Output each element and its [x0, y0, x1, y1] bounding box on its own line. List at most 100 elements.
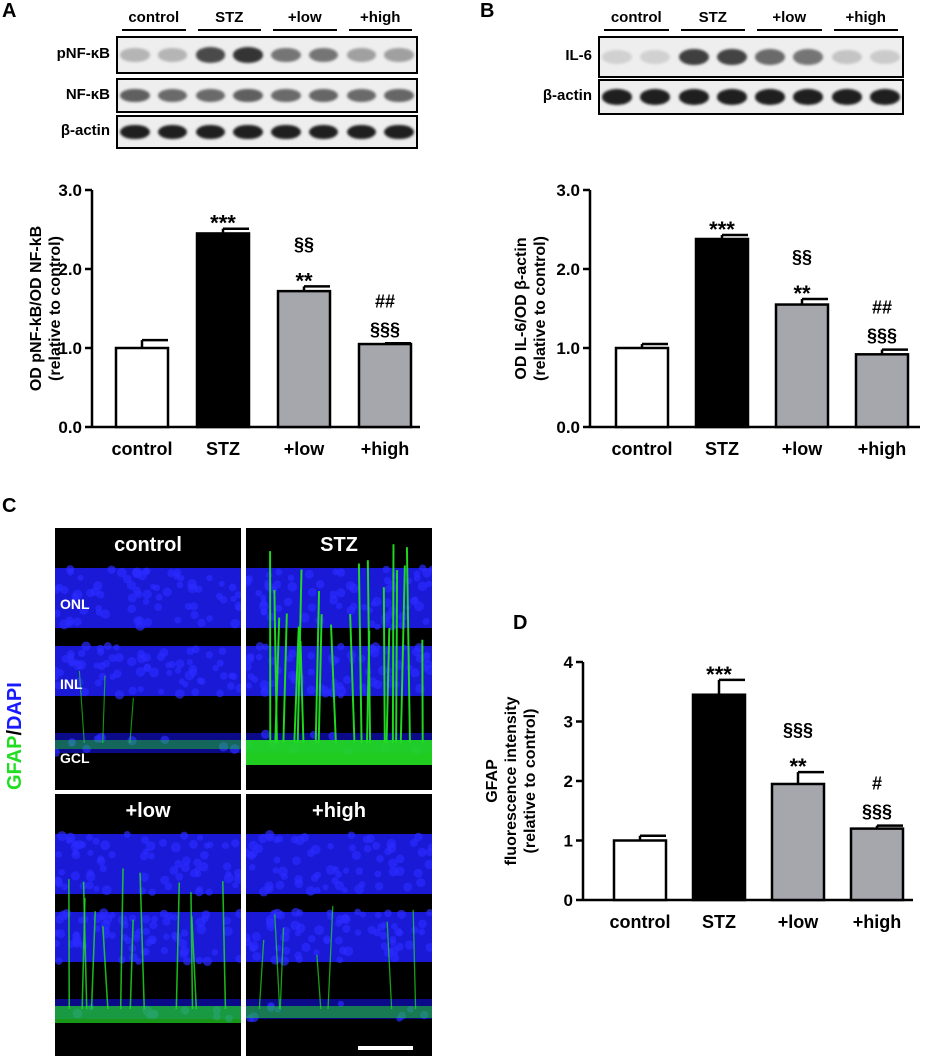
nucleus [55, 673, 59, 681]
nucleus [79, 841, 87, 849]
nucleus [187, 583, 198, 594]
nucleus [223, 873, 234, 884]
nucleus [249, 863, 256, 871]
nucleus [189, 839, 198, 849]
gfap-fiber [382, 587, 386, 744]
nucleus [227, 682, 235, 690]
nucleus [343, 675, 352, 684]
nucleus [180, 863, 190, 872]
nucleus [228, 672, 235, 680]
nucleus [135, 958, 142, 965]
nucleus [288, 649, 297, 658]
significance-marker: ** [789, 754, 807, 779]
nucleus [423, 659, 432, 669]
nucleus [80, 687, 89, 697]
blot-band [271, 88, 301, 103]
nucleus [354, 929, 362, 936]
nucleus [55, 929, 60, 937]
x-tick-label: +low [778, 912, 820, 932]
gfap-fiber [317, 614, 323, 744]
nucleus [136, 654, 147, 664]
nucleus [424, 859, 432, 870]
nucleus [334, 936, 343, 945]
nucleus [321, 689, 330, 698]
bar [612, 839, 668, 902]
blot-band [308, 88, 339, 103]
nucleus [55, 585, 61, 594]
blot-group-underline [348, 29, 412, 31]
nucleus [405, 577, 412, 585]
nucleus [354, 884, 365, 895]
blot-strip [598, 36, 904, 78]
nucleus [197, 618, 206, 627]
nucleus [396, 909, 407, 919]
nucleus [128, 686, 137, 695]
x-tick-label: STZ [702, 912, 736, 932]
nucleus [275, 604, 283, 613]
gfap-fiber [357, 563, 363, 744]
y-tick-label: 1.0 [556, 339, 580, 358]
nucleus [178, 939, 188, 948]
nucleus [275, 835, 284, 843]
blot-group-label: +low [287, 9, 322, 26]
gfap-fiber [90, 911, 97, 1010]
nucleus [132, 586, 141, 595]
blot-band [602, 89, 633, 105]
nucleus [367, 925, 376, 935]
blot-band [793, 49, 824, 65]
nucleus [170, 931, 179, 940]
gfap-fiber [327, 905, 334, 1010]
blot-band [346, 48, 377, 62]
nucleus [283, 597, 293, 607]
blot-band [346, 88, 377, 103]
nucleus [314, 925, 325, 936]
panel-label-a: A [2, 0, 17, 22]
nucleus [329, 595, 339, 605]
nucleus [109, 673, 116, 680]
micrograph-image [55, 565, 241, 757]
nucleus [55, 609, 61, 618]
blot-band [308, 124, 339, 140]
nucleus [99, 864, 107, 873]
nucleus [218, 742, 229, 752]
nucleus [422, 618, 430, 626]
nucleus [246, 848, 251, 858]
nucleus [57, 831, 67, 842]
bar [276, 289, 332, 429]
nucleus [294, 879, 304, 889]
nucleus [142, 589, 152, 600]
gfap-fiber [293, 626, 300, 744]
nucleus [108, 654, 117, 663]
nucleus [189, 668, 198, 677]
blot-band [793, 89, 824, 105]
blot-group-label: STZ [698, 9, 727, 26]
nucleus [246, 682, 252, 689]
panel-label-c: C [2, 495, 17, 517]
blot-group-underline [197, 29, 261, 31]
nucleus [72, 659, 80, 666]
nucleus [155, 593, 163, 601]
y-tick-label: 3 [564, 713, 573, 732]
nucleus [374, 882, 384, 891]
blot-band [195, 124, 226, 140]
nucleus [341, 887, 348, 894]
nucleus [202, 956, 213, 966]
nucleus [351, 850, 361, 860]
gfap-end-feet [246, 1006, 432, 1018]
nucleus [418, 919, 427, 929]
blot-group-underline [680, 29, 745, 31]
nucleus [196, 834, 204, 841]
nucleus [273, 580, 282, 589]
nucleus [246, 937, 252, 947]
nucleus [133, 616, 143, 626]
nucleus [294, 951, 303, 960]
gfap-fiber [81, 897, 86, 1010]
y-axis-label: (relative to control) [532, 236, 549, 381]
nucleus [305, 886, 316, 896]
nucleus [158, 688, 165, 695]
nucleus [160, 735, 170, 745]
gfap-fiber [282, 613, 288, 744]
blot-band [678, 89, 709, 105]
nucleus [361, 603, 368, 611]
blot-group-label: control [610, 9, 662, 26]
